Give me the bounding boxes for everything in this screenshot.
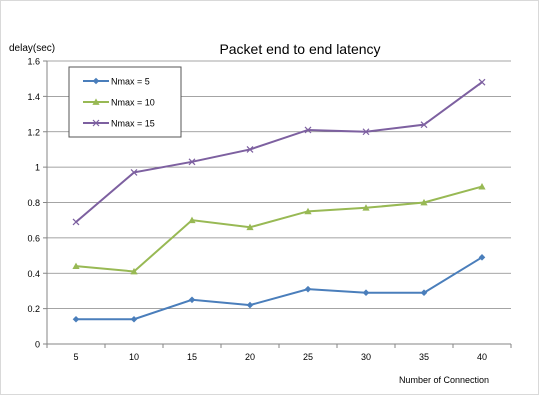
data-point <box>246 301 254 309</box>
data-point <box>188 296 196 304</box>
y-tick-label: 0.4 <box>27 269 40 279</box>
data-point <box>478 78 486 86</box>
series-line <box>76 256 483 321</box>
axes <box>43 60 512 348</box>
series-line <box>75 185 483 273</box>
x-tick-label: 40 <box>477 352 487 362</box>
data-point <box>420 121 428 129</box>
y-tick-label: 1.2 <box>27 127 40 137</box>
data-point <box>420 289 428 297</box>
x-tick-labels: 5 10 15 20 25 30 35 40 <box>73 352 487 362</box>
x-tick-label: 20 <box>245 352 255 362</box>
data-point <box>246 223 254 231</box>
x-tick-label: 30 <box>361 352 371 362</box>
legend-label: Nmax = 15 <box>111 119 155 129</box>
data-point <box>130 315 138 323</box>
series-2 <box>72 182 486 275</box>
x-tick-label: 25 <box>303 352 313 362</box>
data-point <box>304 207 312 215</box>
y-tick-label: 0.2 <box>27 304 40 314</box>
series-3 <box>72 78 486 226</box>
series-1 <box>72 254 486 323</box>
data-point <box>362 204 370 211</box>
legend-marker <box>92 77 100 85</box>
series-group <box>72 78 486 323</box>
data-point <box>72 218 80 226</box>
data-point <box>362 289 370 297</box>
legend-label: Nmax = 10 <box>111 98 155 108</box>
data-point <box>478 254 486 261</box>
legend-item: Nmax = 5 <box>83 77 150 87</box>
legend: Nmax = 5 Nmax = 10 Nmax = 15 <box>68 66 182 138</box>
x-tick-label: 15 <box>187 352 197 362</box>
legend-marker <box>92 98 100 105</box>
data-point <box>130 267 138 275</box>
data-point <box>478 182 486 190</box>
x-tick-label: 10 <box>129 352 139 362</box>
y-tick-label: 1 <box>35 163 40 173</box>
y-tick-label: 1.6 <box>27 57 40 67</box>
data-point <box>72 262 80 270</box>
y-tick-label: 1.4 <box>27 92 40 102</box>
data-point <box>304 126 312 134</box>
y-tick-label: 0.8 <box>27 198 40 208</box>
data-point <box>130 169 138 176</box>
data-point <box>246 146 254 153</box>
y-axis-label: delay(sec) <box>9 43 55 54</box>
y-tick-label: 0 <box>35 340 40 350</box>
chart-title: Packet end to end latency <box>219 41 380 57</box>
series-line <box>75 81 483 223</box>
data-point <box>362 128 370 136</box>
x-axis-label: Number of Connection <box>399 375 489 385</box>
legend-item: Nmax = 10 <box>83 98 155 108</box>
legend-label: Nmax = 5 <box>111 77 150 87</box>
legend-marker <box>92 119 100 127</box>
data-point <box>304 285 312 293</box>
data-point <box>72 315 80 323</box>
data-point <box>420 198 428 206</box>
x-tick-label: 35 <box>419 352 429 362</box>
y-tick-labels: 0 0.2 0.4 0.6 0.8 1 1.2 1.4 1.6 <box>27 57 40 350</box>
y-tick-label: 0.6 <box>27 233 40 243</box>
x-tick-label: 5 <box>73 352 78 362</box>
legend-item: Nmax = 15 <box>83 119 155 129</box>
data-point <box>188 216 196 224</box>
data-point <box>188 158 196 166</box>
